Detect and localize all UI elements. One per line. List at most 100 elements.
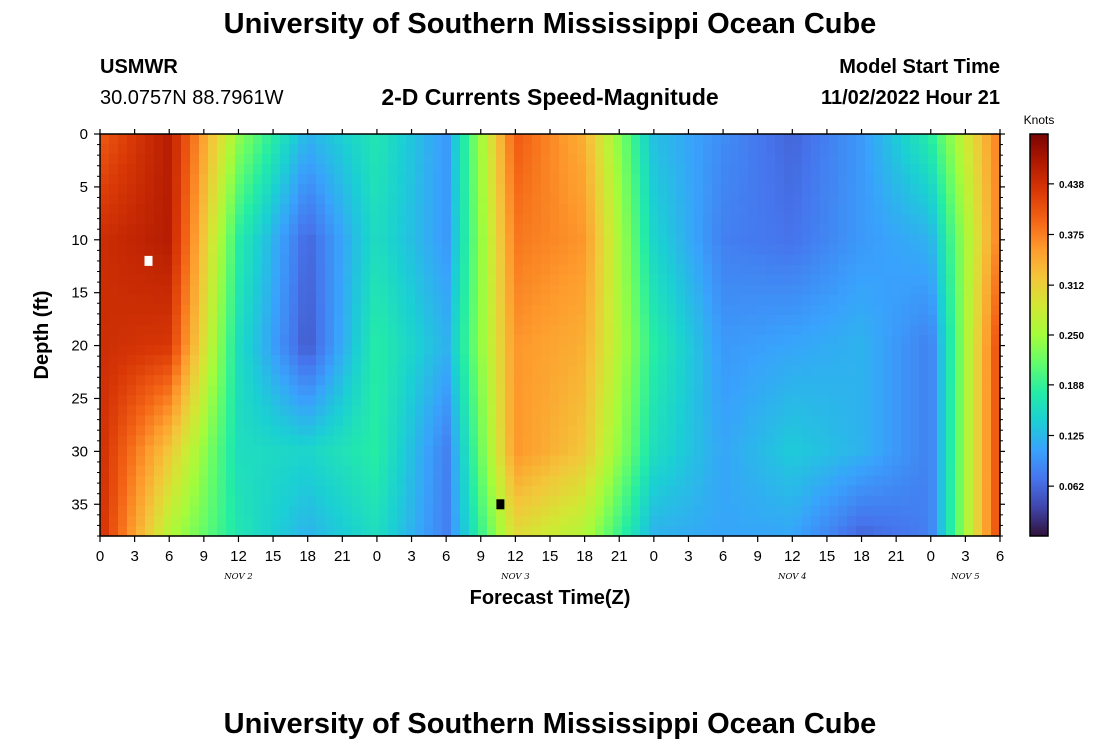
- heatmap-cell: [586, 274, 596, 286]
- heatmap-cell: [226, 445, 236, 457]
- heatmap-cell: [514, 144, 524, 155]
- heatmap-cell: [388, 234, 398, 246]
- heatmap-cell: [253, 194, 263, 205]
- heatmap-cell: [415, 375, 425, 386]
- heatmap-cell: [685, 274, 695, 286]
- heatmap-cell: [271, 355, 281, 366]
- heatmap-cell: [388, 395, 398, 406]
- heatmap-cell: [505, 515, 515, 527]
- heatmap-cell: [910, 194, 920, 205]
- heatmap-cell: [748, 254, 758, 266]
- heatmap-cell: [739, 455, 749, 467]
- day-label: NOV 5: [950, 572, 980, 582]
- heatmap-cell: [136, 284, 146, 296]
- heatmap-cell: [190, 264, 200, 276]
- heatmap-cell: [946, 505, 956, 517]
- heatmap-cell: [415, 505, 425, 517]
- heatmap-cell: [883, 204, 893, 215]
- heatmap-cell: [280, 144, 290, 155]
- heatmap-cell: [406, 485, 416, 497]
- heatmap-cell: [640, 284, 650, 296]
- heatmap-cell: [712, 435, 722, 447]
- heatmap-cell: [136, 194, 146, 205]
- heatmap-cell: [163, 365, 173, 376]
- heatmap-cell: [982, 335, 992, 346]
- heatmap-cell: [550, 395, 560, 406]
- heatmap-cell: [622, 294, 632, 306]
- heatmap-cell: [883, 164, 893, 175]
- heatmap-cell: [370, 405, 380, 416]
- heatmap-cell: [784, 495, 794, 507]
- heatmap-cell: [541, 154, 551, 165]
- heatmap-cell: [190, 405, 200, 416]
- heatmap-cell: [379, 274, 389, 286]
- heatmap-cell: [991, 495, 1001, 507]
- heatmap-cell: [496, 415, 506, 427]
- heatmap-cell: [325, 244, 335, 256]
- heatmap-cell: [271, 264, 281, 276]
- heatmap-cell: [487, 505, 497, 517]
- heatmap-cell: [973, 234, 983, 246]
- heatmap-cell: [973, 204, 983, 215]
- heatmap-cell: [613, 264, 623, 276]
- y-tick-label: 30: [71, 443, 88, 460]
- heatmap-cell: [703, 445, 713, 457]
- heatmap-cell: [406, 204, 416, 215]
- heatmap-cell: [793, 194, 803, 205]
- heatmap-cell: [352, 395, 362, 406]
- heatmap-cell: [235, 304, 245, 316]
- heatmap-cell: [325, 355, 335, 366]
- heatmap-cell: [820, 154, 830, 165]
- heatmap-cell: [523, 375, 533, 386]
- heatmap-cell: [280, 455, 290, 467]
- heatmap-cell: [595, 324, 605, 336]
- heatmap-cell: [523, 154, 533, 165]
- heatmap-cell: [307, 525, 317, 537]
- heatmap-cell: [586, 224, 596, 236]
- heatmap-cell: [136, 274, 146, 286]
- heatmap-cell: [991, 445, 1001, 457]
- heatmap-cell: [424, 154, 434, 165]
- heatmap-cell: [901, 174, 911, 185]
- heatmap-cell: [676, 515, 686, 527]
- heatmap-cell: [982, 445, 992, 457]
- heatmap-cell: [730, 355, 740, 366]
- heatmap-cell: [568, 314, 578, 326]
- heatmap-cell: [757, 254, 767, 266]
- heatmap-cell: [694, 134, 704, 145]
- heatmap-cell: [118, 485, 128, 497]
- heatmap-cell: [424, 174, 434, 185]
- heatmap-cell: [127, 264, 137, 276]
- heatmap-cell: [217, 184, 227, 195]
- heatmap-cell: [685, 415, 695, 427]
- heatmap-cell: [334, 154, 344, 165]
- heatmap-cell: [883, 485, 893, 497]
- heatmap-cell: [937, 365, 947, 376]
- heatmap-cell: [811, 425, 821, 437]
- heatmap-cell: [316, 244, 326, 256]
- heatmap-cell: [532, 515, 542, 527]
- heatmap-cell: [145, 335, 155, 346]
- heatmap-cell: [424, 365, 434, 376]
- heatmap-cell: [100, 505, 110, 517]
- heatmap-cell: [667, 445, 677, 457]
- heatmap-cell: [649, 385, 659, 396]
- heatmap-cell: [334, 425, 344, 437]
- heatmap-cell: [748, 264, 758, 276]
- heatmap-cell: [307, 515, 317, 527]
- heatmap-cell: [883, 425, 893, 437]
- heatmap-cell: [478, 224, 488, 236]
- heatmap-cell: [973, 515, 983, 527]
- heatmap-cell: [136, 435, 146, 447]
- heatmap-cell: [388, 485, 398, 497]
- heatmap-cell: [280, 224, 290, 236]
- heatmap-cell: [532, 194, 542, 205]
- heatmap-cell: [469, 345, 479, 356]
- heatmap-cell: [541, 485, 551, 497]
- heatmap-cell: [946, 495, 956, 507]
- heatmap-cell: [316, 345, 326, 356]
- heatmap-cell: [550, 345, 560, 356]
- heatmap-cell: [316, 435, 326, 447]
- heatmap-cell: [712, 274, 722, 286]
- heatmap-cell: [739, 224, 749, 236]
